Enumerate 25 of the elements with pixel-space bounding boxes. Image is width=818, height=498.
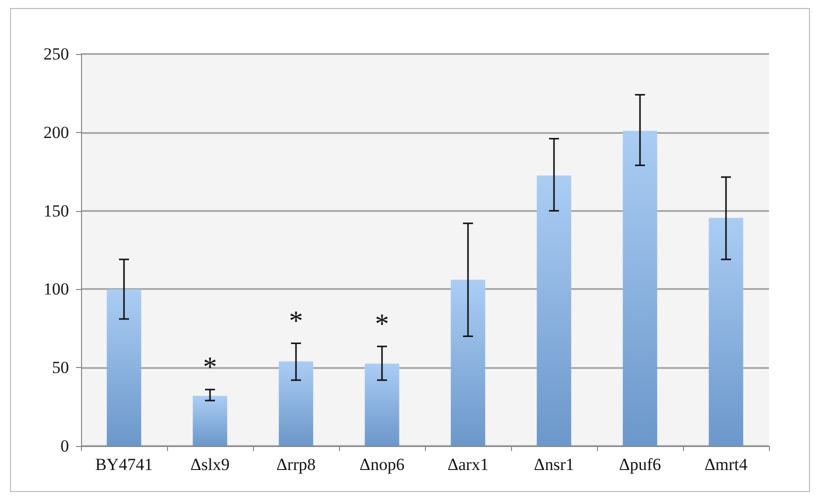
bar bbox=[708, 218, 744, 446]
y-tick-label: 150 bbox=[44, 201, 69, 220]
x-tick-label: Δslx9 bbox=[190, 455, 230, 474]
x-tick-label: Δnop6 bbox=[360, 455, 404, 474]
bar bbox=[622, 130, 658, 446]
annotation: * bbox=[203, 352, 217, 384]
annotation: * bbox=[289, 306, 303, 337]
x-tick-label: BY4741 bbox=[95, 455, 153, 474]
bar bbox=[106, 289, 142, 446]
x-tick-label: Δmrt4 bbox=[704, 455, 748, 474]
y-tick-label: 200 bbox=[44, 122, 69, 142]
y-tick-label: 250 bbox=[44, 44, 69, 64]
y-tick-label: 0 bbox=[60, 436, 69, 456]
x-tick-label: Δpuf6 bbox=[618, 455, 662, 474]
bar bbox=[364, 364, 400, 446]
bar bbox=[278, 361, 314, 446]
x-tick-label: Δarx1 bbox=[447, 455, 489, 474]
annotation: * bbox=[375, 308, 389, 340]
y-tick-label: 50 bbox=[52, 358, 69, 378]
x-tick-label: Δnsr1 bbox=[534, 455, 574, 474]
bar bbox=[450, 280, 486, 446]
bar bbox=[536, 176, 572, 446]
y-tick-label: 100 bbox=[44, 280, 69, 299]
bar bbox=[192, 396, 228, 446]
x-tick-label: Δrrp8 bbox=[276, 455, 316, 474]
